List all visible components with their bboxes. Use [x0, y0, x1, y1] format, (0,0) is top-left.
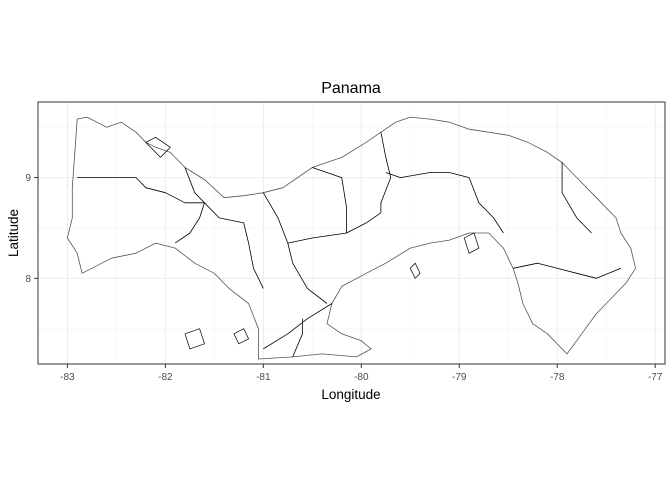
y-axis-title: Latitude: [6, 209, 21, 257]
grid-major-lines: [38, 102, 665, 364]
x-tick-label: -81: [256, 372, 271, 383]
plot-title: Panama: [321, 80, 381, 97]
province-border: [262, 192, 328, 304]
y-tick-label: 9: [25, 173, 31, 184]
x-tick-label: -80: [354, 372, 369, 383]
province-border: [204, 202, 264, 289]
province-border: [468, 177, 504, 234]
island-outline: [145, 136, 171, 158]
grid-minor-lines: [38, 102, 665, 364]
province-border: [385, 172, 470, 178]
x-tick-label: -82: [158, 372, 173, 383]
island-outline: [409, 262, 421, 279]
province-border: [184, 167, 205, 204]
island-outline: [463, 232, 480, 254]
province-border: [292, 318, 303, 358]
country-outline: [67, 116, 636, 360]
x-axis-title: Longitude: [321, 387, 380, 402]
province-border: [312, 167, 347, 233]
map-layer: [67, 116, 636, 360]
island-outline: [184, 328, 205, 350]
province-border: [263, 303, 333, 350]
x-axis-ticks: -83 -82 -81 -80 -79 -78 -77: [60, 364, 663, 383]
province-border: [561, 162, 592, 234]
x-tick-label: -78: [550, 372, 565, 383]
y-tick-label: 8: [25, 274, 31, 285]
x-tick-label: -77: [648, 372, 663, 383]
x-tick-label: -83: [60, 372, 75, 383]
province-border: [77, 177, 205, 204]
province-border: [513, 262, 622, 279]
y-axis-ticks: 89: [25, 173, 38, 285]
panel-border: [37, 101, 666, 365]
province-border: [174, 202, 205, 244]
x-tick-label: -79: [452, 372, 467, 383]
island-outline: [233, 328, 250, 345]
province-border: [380, 132, 392, 213]
